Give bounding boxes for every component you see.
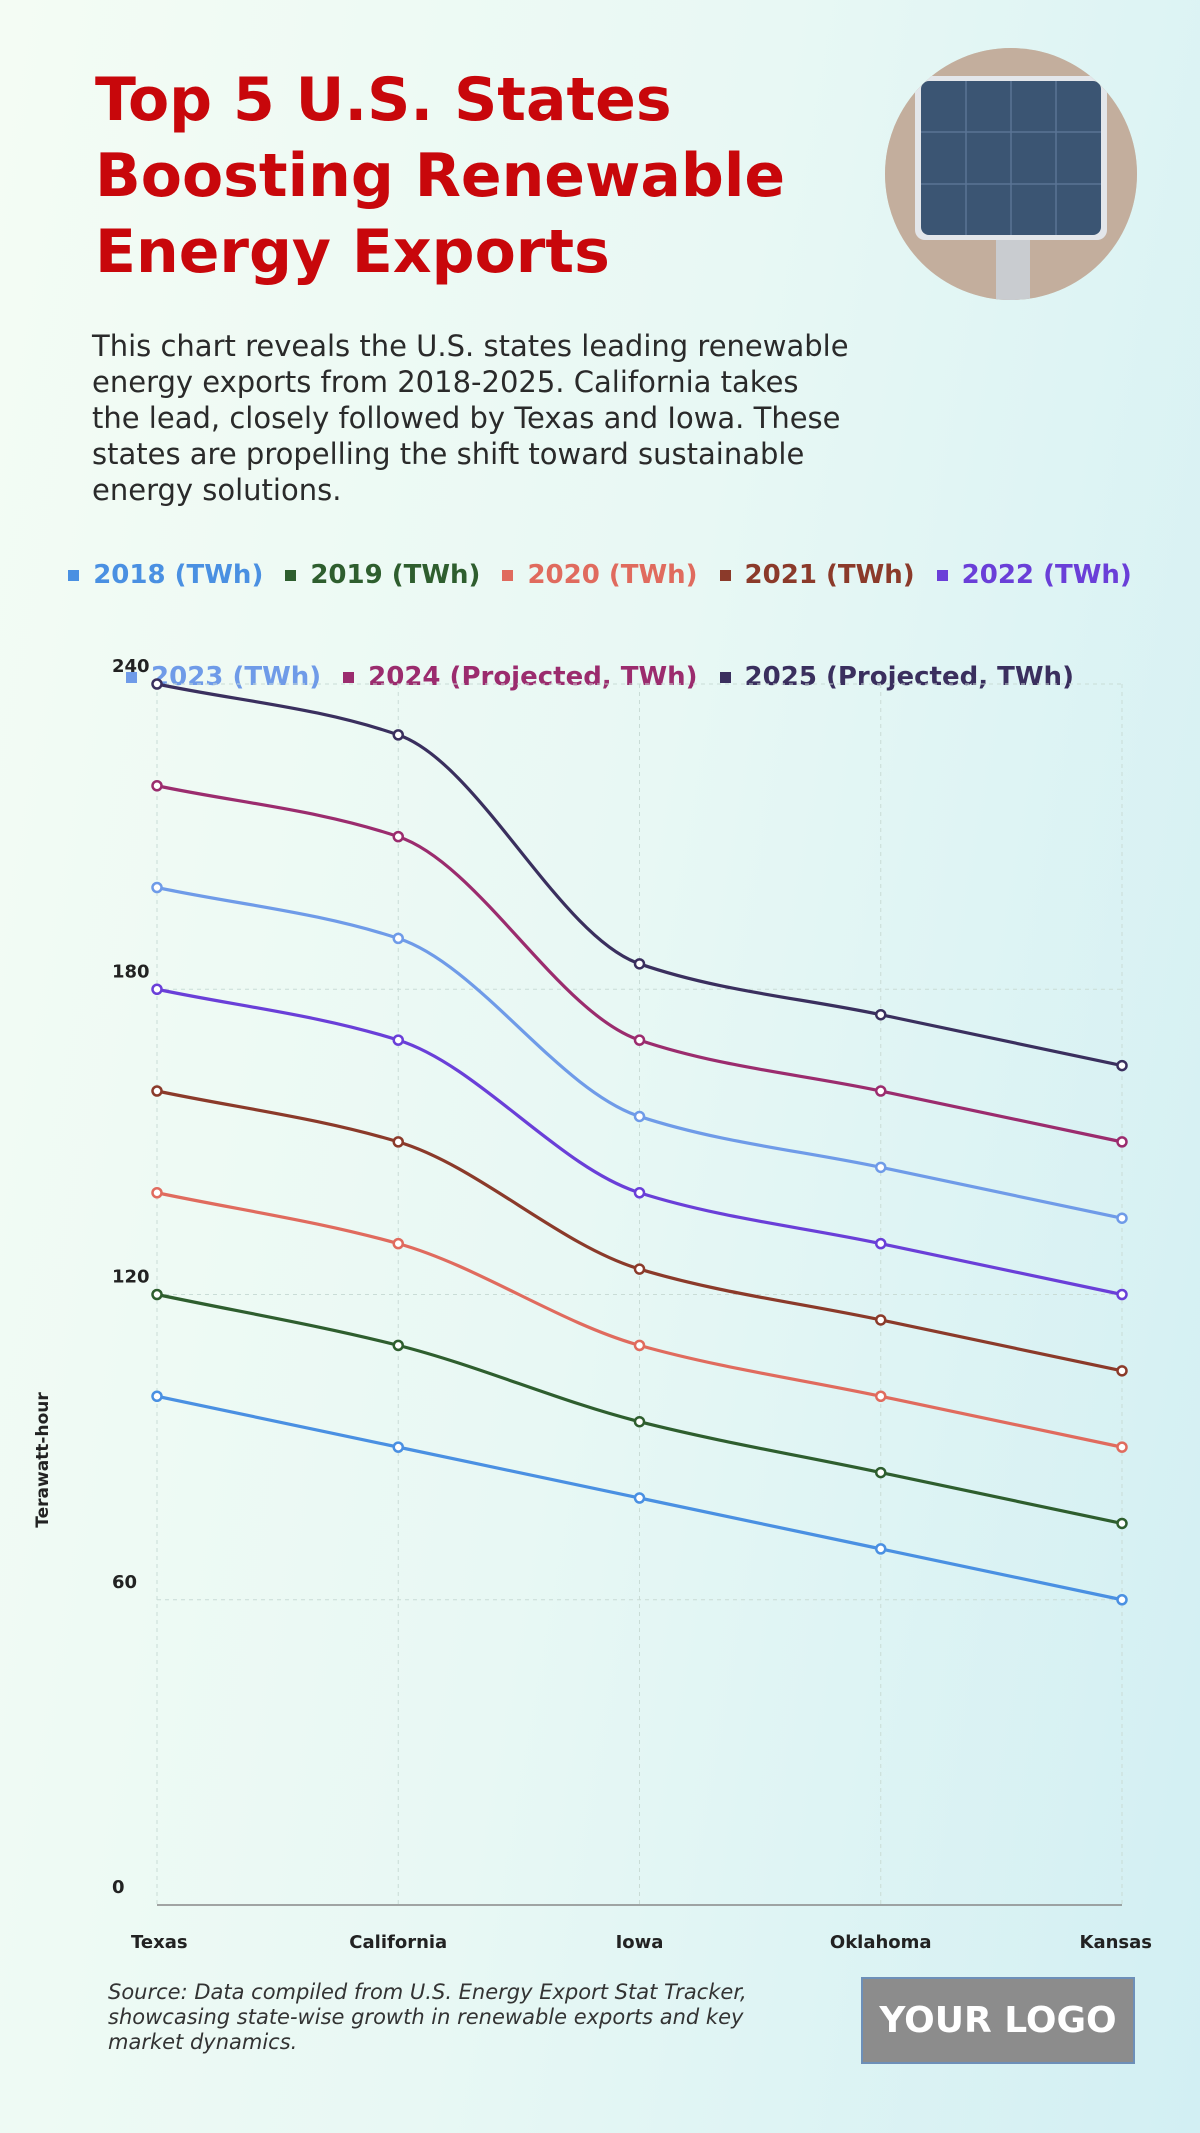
chart: Terawatt-hour 0 60 120 180 240 Texas Californi… xyxy=(33,656,1152,1953)
data-point xyxy=(1116,1288,1128,1301)
data-point xyxy=(392,932,404,945)
data-point xyxy=(392,830,404,843)
data-point xyxy=(633,958,646,970)
legend-marker xyxy=(936,569,948,581)
data-point xyxy=(392,1441,404,1453)
data-point xyxy=(633,1187,646,1199)
legend-label: 2022 (TWh) xyxy=(961,560,1132,590)
x-tick-label: Kansas xyxy=(1080,1932,1152,1953)
legend-item: 2021 (TWh) xyxy=(719,560,915,590)
data-point xyxy=(1116,1136,1128,1148)
x-tick-label: Iowa xyxy=(616,1932,664,1953)
legend-label: 2021 (TWh) xyxy=(744,560,915,590)
data-point xyxy=(151,678,163,690)
data-point xyxy=(1116,1212,1128,1224)
data-point xyxy=(1116,1594,1128,1606)
data-point xyxy=(633,1492,646,1504)
data-point xyxy=(875,1008,887,1021)
legend-marker xyxy=(126,671,138,683)
logo: YOUR LOGO xyxy=(861,1977,1135,2064)
data-point xyxy=(1116,1059,1128,1072)
data-point xyxy=(392,1034,404,1046)
data-point xyxy=(151,780,163,792)
data-point xyxy=(875,1466,887,1479)
x-tick-label: Oklahoma xyxy=(830,1932,932,1953)
legend-marker xyxy=(285,569,297,581)
data-point xyxy=(875,1237,887,1250)
legend-item: 2019 (TWh) xyxy=(285,560,480,590)
legend-item: 2024 (Projected, TWh) xyxy=(343,662,698,692)
legend-marker xyxy=(719,569,731,581)
legend-label: 2020 (TWh) xyxy=(527,560,698,590)
legend-marker xyxy=(719,671,731,683)
data-point xyxy=(875,1161,887,1174)
data-point xyxy=(633,1034,646,1046)
legend: 2018 (TWh) 2019 (TWh) 2020 (TWh) 2021 (TWh)… xyxy=(60,560,1140,692)
data-point xyxy=(392,729,404,741)
photo xyxy=(885,48,1137,300)
data-point xyxy=(633,1339,646,1352)
legend-label: 2025 (Projected, TWh) xyxy=(744,662,1074,692)
chart-subtitle: This chart reveals the U.S. states leadi… xyxy=(92,329,849,507)
legend-item: 2020 (TWh) xyxy=(502,560,698,590)
data-point xyxy=(151,1187,163,1199)
legend-marker xyxy=(68,569,80,581)
data-point xyxy=(151,1390,163,1402)
data-point xyxy=(392,1136,404,1148)
legend-marker xyxy=(502,569,514,581)
data-point xyxy=(633,1415,646,1428)
y-tick-label: 60 xyxy=(112,1572,137,1593)
legend-label: 2018 (TWh) xyxy=(93,560,264,590)
legend-label: 2019 (TWh) xyxy=(310,560,481,590)
y-tick-label: 120 xyxy=(112,1267,150,1288)
data-point xyxy=(151,983,163,995)
series-line xyxy=(156,1292,1123,1526)
data-point xyxy=(1116,1517,1128,1530)
series-line xyxy=(156,682,1123,1068)
data-point xyxy=(392,1339,404,1352)
legend-label: 2024 (Projected, TWh) xyxy=(368,662,698,692)
data-point xyxy=(875,1314,887,1326)
data-point xyxy=(875,1085,887,1097)
y-axis-label: Terawatt-hour xyxy=(33,1392,53,1528)
data-point xyxy=(633,1263,646,1275)
x-tick-label: Texas xyxy=(131,1932,188,1953)
y-tick-label: 0 xyxy=(112,1877,125,1898)
data-point xyxy=(633,1110,646,1123)
data-point xyxy=(1116,1365,1128,1377)
legend-marker xyxy=(343,671,355,683)
data-point xyxy=(392,1237,404,1250)
data-point xyxy=(151,881,163,894)
x-tick-label: California xyxy=(349,1932,447,1953)
legend-item: 2025 (Projected, TWh) xyxy=(719,662,1074,692)
data-point xyxy=(1116,1441,1128,1453)
data-point xyxy=(875,1390,887,1402)
legend-item: 2018 (TWh) xyxy=(68,560,263,590)
y-tick-label: 180 xyxy=(112,961,150,982)
data-point xyxy=(151,1288,163,1301)
chart-title: Top 5 U.S. States Boosting Renewable Ene… xyxy=(95,65,786,287)
source-note: Source: Data compiled from U.S. Energy E… xyxy=(108,1980,747,2054)
data-point xyxy=(151,1085,163,1097)
y-tick-label: 240 xyxy=(112,656,150,677)
legend-item: 2022 (TWh) xyxy=(936,560,1132,590)
data-point xyxy=(875,1543,887,1555)
series-line xyxy=(156,784,1123,1144)
